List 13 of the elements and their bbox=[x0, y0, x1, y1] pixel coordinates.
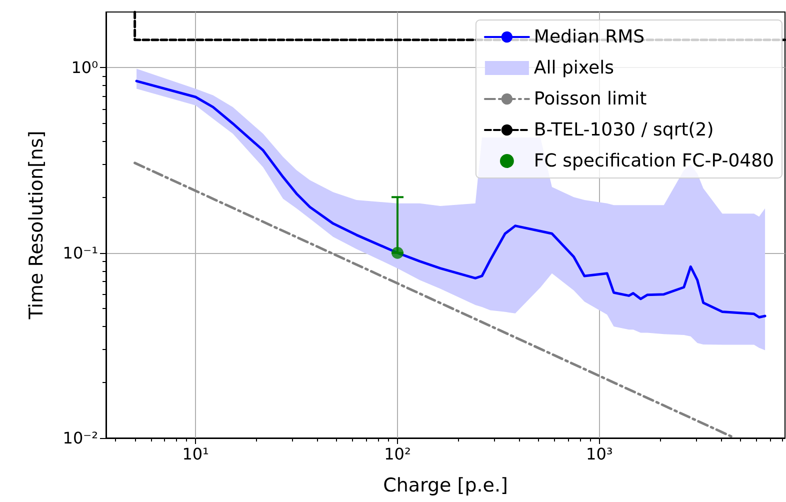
y-axis-title: Time Resolution[ns] bbox=[26, 130, 48, 320]
y-tick-label: 10⁰ bbox=[71, 58, 98, 78]
x-tick-label: 10² bbox=[384, 444, 411, 464]
legend-label: B-TEL-1030 / sqrt(2) bbox=[534, 120, 714, 140]
legend-label: Poisson limit bbox=[534, 88, 647, 110]
x-tick-label: 10³ bbox=[586, 444, 613, 464]
x-tick-label: 10¹ bbox=[182, 444, 209, 464]
x-axis-title: Charge [p.e.] bbox=[383, 474, 508, 496]
y-tick-label: 10⁻¹ bbox=[62, 243, 98, 262]
y-tick-label: 10⁻² bbox=[62, 428, 98, 448]
annotation: All pixels bbox=[534, 58, 614, 78]
legend-label: FC specification FC-P-0480 bbox=[534, 150, 774, 172]
legend-label: Median RMS bbox=[534, 26, 645, 48]
